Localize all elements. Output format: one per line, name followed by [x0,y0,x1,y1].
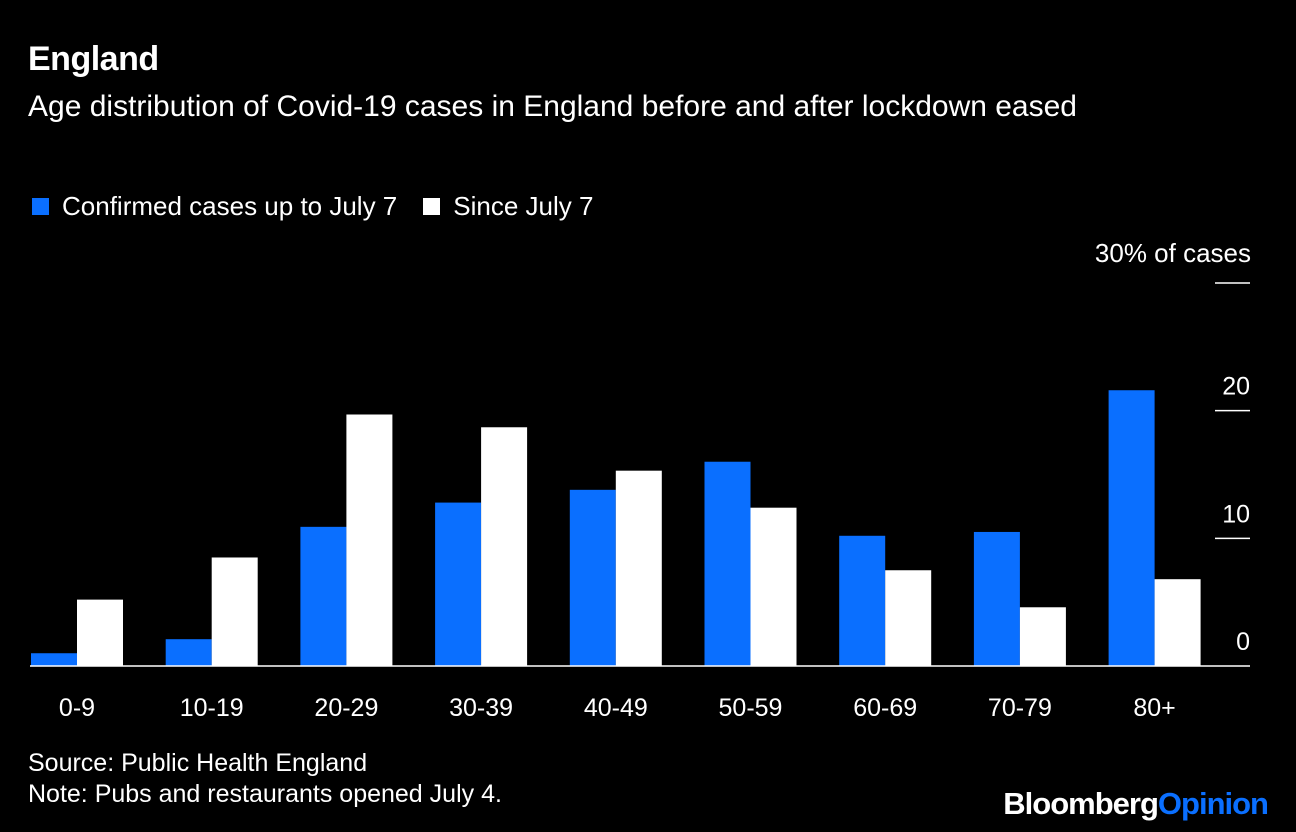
bar-since-80+ [1154,579,1201,666]
bar-since-30-39 [481,427,528,666]
legend-label-series1: Confirmed cases up to July 7 [62,191,398,221]
x-tick-label-50-59: 50-59 [719,694,783,722]
footer: Source: Public Health England Note: Pubs… [28,748,502,810]
x-tick-label-30-39: 30-39 [449,694,513,722]
brand-logo-part2: Opinion [1157,786,1269,821]
footnote: Note: Pubs and restaurants opened July 4… [28,780,502,808]
bar-confirmed-20-29 [300,526,347,666]
bar-since-0-9 [77,599,123,666]
bar-confirmed-10-19 [165,639,212,666]
bar-since-20-29 [346,414,393,666]
bar-since-40-49 [615,470,662,666]
legend-label-series2: Since July 7 [453,191,594,221]
legend: Confirmed cases up to July 7 Since July … [32,191,619,222]
bar-since-60-69 [885,570,932,666]
bar-confirmed-60-69 [839,535,886,666]
x-tick-label-20-29: 20-29 [314,694,378,722]
y-axis-unit-label: 30% of cases [1094,238,1251,268]
x-tick-label-70-79: 70-79 [988,694,1052,722]
bar-since-50-59 [750,507,797,666]
legend-item-series2: Since July 7 [423,191,593,222]
bar-confirmed-80+ [1108,390,1155,666]
x-tick-label-40-49: 40-49 [584,694,648,722]
y-tick-label-0: 0 [1236,628,1250,656]
legend-swatch-series2 [423,198,441,215]
bar-confirmed-50-59 [704,461,751,666]
chart-title: England [28,40,159,78]
y-tick-label-10: 10 [1222,500,1250,528]
bar-since-70-79 [1019,607,1066,666]
bar-confirmed-40-49 [569,489,616,666]
brand-logo: BloombergOpinion [1003,786,1269,822]
x-tick-label-10-19: 10-19 [180,694,244,722]
legend-item-series1: Confirmed cases up to July 7 [32,191,397,222]
legend-swatch-series1 [32,198,49,215]
source-note: Source: Public Health England [28,749,368,777]
x-tick-label-0-9: 0-9 [59,694,95,722]
bar-confirmed-70-79 [973,531,1020,666]
brand-logo-part1: Bloomberg [1003,786,1159,821]
bar-confirmed-0-9 [31,653,77,666]
x-tick-label-60-69: 60-69 [853,694,917,722]
y-tick-label-20: 20 [1222,373,1250,401]
bar-since-10-19 [211,557,258,666]
bar-confirmed-30-39 [435,502,482,666]
x-tick-label-80+: 80+ [1133,694,1175,722]
chart-subtitle: Age distribution of Covid-19 cases in En… [28,90,1077,123]
